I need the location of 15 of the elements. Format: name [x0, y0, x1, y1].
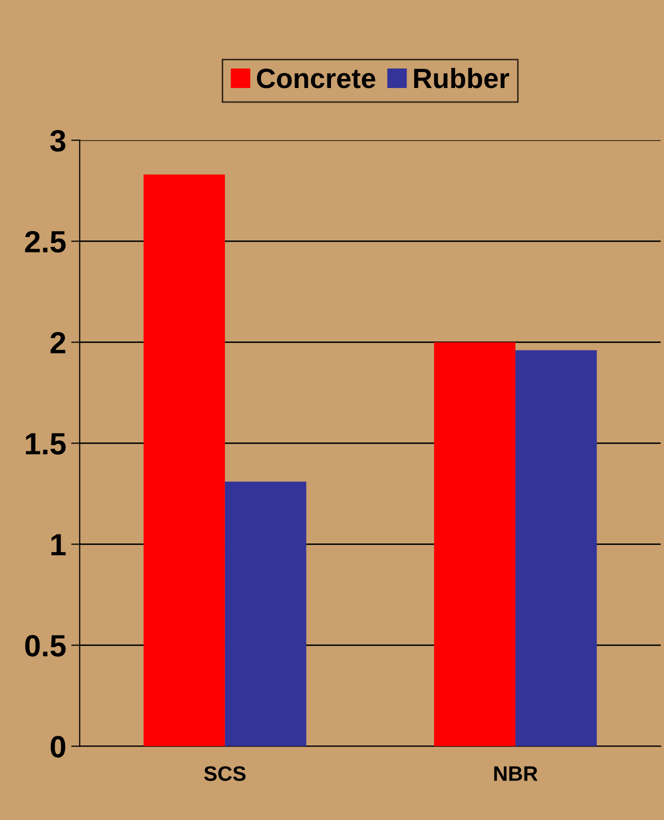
y-tick-label: 0	[50, 736, 66, 758]
x-tick-label: SCS	[204, 766, 246, 781]
bar	[144, 174, 225, 746]
bar	[224, 482, 306, 746]
y-tick-label: 2	[50, 332, 66, 354]
bar	[434, 342, 516, 746]
y-tick-label: 1	[51, 534, 66, 556]
legend-label: Concrete	[256, 68, 376, 88]
y-tick-label: 0.5	[25, 634, 66, 657]
y-tick-label: 2.5	[25, 230, 66, 253]
bar	[515, 350, 597, 746]
y-tick-label: 1.5	[26, 433, 66, 455]
y-tick-label: 3	[50, 130, 66, 152]
legend-label: Rubber	[414, 68, 510, 88]
x-tick-label: NBR	[494, 766, 538, 781]
